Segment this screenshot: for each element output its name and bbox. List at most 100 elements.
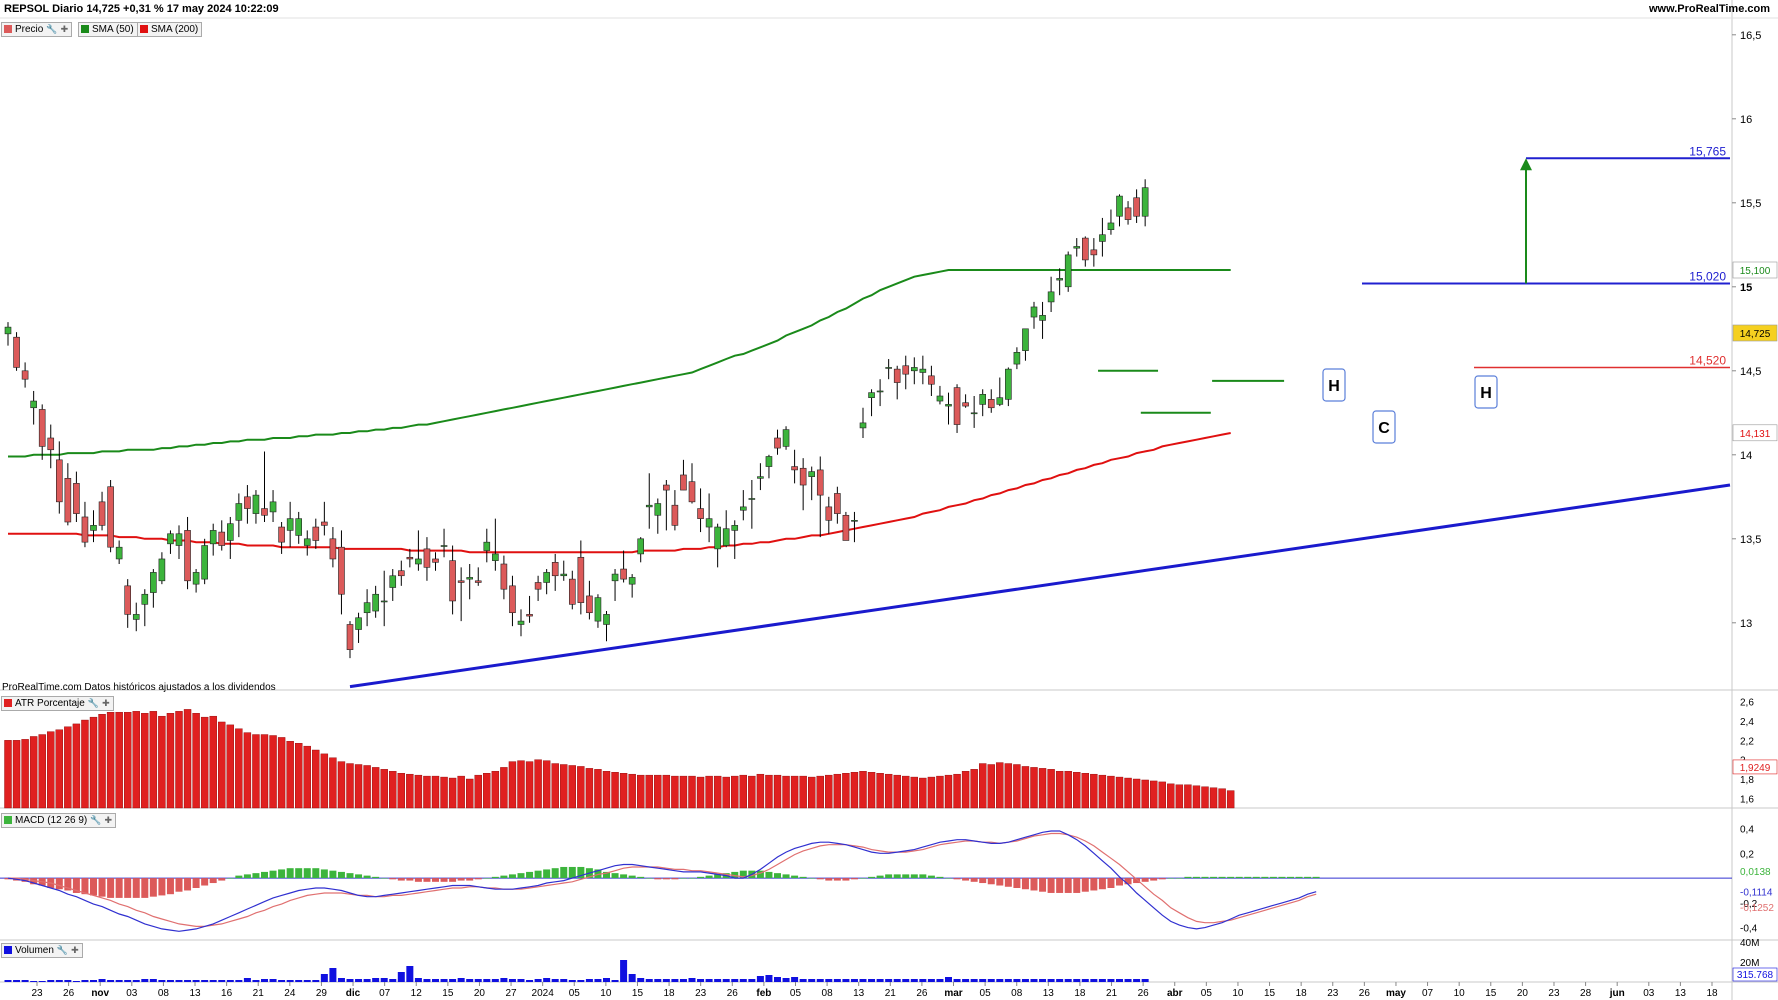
legend-chip-price[interactable]: Precio 🔧 ✚ (1, 22, 73, 37)
macd-histogram-bar (987, 878, 995, 885)
candle-body (90, 525, 97, 531)
wrench-icon[interactable]: 🔧 (87, 698, 100, 708)
candle-down (406, 548, 414, 568)
sma200-badge-bg (1732, 424, 1778, 442)
macd-histogram-bar (1124, 878, 1132, 885)
candle-body (560, 573, 568, 577)
atr-bar (1201, 786, 1209, 809)
atr-bar (525, 761, 534, 809)
macd-histogram-bar (799, 876, 807, 879)
resistance-label: 15,020 (1689, 269, 1726, 283)
candle-down (457, 567, 465, 622)
atr-bar (55, 729, 63, 809)
volume-bar (645, 979, 653, 982)
volume-bar (1090, 979, 1098, 982)
macd-histogram-bar (671, 878, 679, 880)
atr-bar (252, 734, 260, 809)
macd-histogram-bar (808, 878, 816, 879)
volume-badge-bg (1732, 967, 1778, 982)
macd-ytick-label: 0,2 (1740, 849, 1754, 860)
cross-icon[interactable]: ✚ (104, 815, 113, 825)
candle-up (739, 490, 747, 521)
atr-bar (1149, 780, 1158, 809)
volume-bar (252, 980, 260, 982)
price-ytick-label: 13 (1740, 618, 1752, 630)
candle-down (509, 575, 516, 627)
candle-body (397, 570, 405, 577)
x-tick-label: 08 (822, 988, 834, 999)
candle-down (423, 537, 431, 581)
cross-icon[interactable]: ✚ (102, 698, 110, 708)
volume-bar (218, 980, 226, 982)
atr-bar (354, 764, 363, 809)
legend-chip-volume[interactable]: Volumen 🔧 ✚ (1, 943, 83, 958)
atr-bar (1090, 773, 1098, 809)
x-tick-label: dic (346, 988, 361, 999)
candle-body (98, 501, 106, 526)
cross-icon[interactable]: ✚ (60, 24, 69, 34)
candle-body (81, 516, 89, 543)
candle-body (1047, 291, 1055, 303)
candle-body (141, 593, 149, 605)
cross-icon[interactable]: ✚ (71, 945, 79, 955)
candle-body (645, 504, 653, 508)
x-tick-label: mar (944, 988, 962, 999)
atr-bar (320, 753, 329, 809)
wrench-icon[interactable]: 🔧 (90, 815, 102, 825)
candle-down (124, 579, 131, 628)
candle-up (150, 569, 157, 608)
macd-histogram-bar (962, 878, 970, 881)
x-tick-label: 24 (284, 988, 296, 999)
legend-chip-macd[interactable]: MACD (12 26 9) 🔧 ✚ (1, 813, 117, 828)
volume-bar (919, 979, 927, 982)
candle-body (1073, 246, 1081, 249)
candle-down (928, 365, 935, 396)
legend-chip-sma50[interactable]: SMA (50) (78, 22, 138, 37)
volume-bar (1013, 979, 1021, 982)
x-tick-label: 26 (916, 988, 928, 999)
legend-chip-atr[interactable]: ATR Porcentaje 🔧 ✚ (1, 696, 114, 711)
candle-body (363, 602, 371, 614)
macd-line-value: -0,1114 (1740, 888, 1773, 899)
macd-histogram-bar (166, 878, 174, 895)
macd-histogram-bar (833, 878, 841, 881)
atr-bar (859, 771, 867, 809)
website-link[interactable]: www.ProRealTime.com (1648, 3, 1770, 15)
candle-down (842, 511, 850, 541)
candle-up (765, 454, 773, 479)
atr-bar (192, 713, 200, 809)
wrench-icon[interactable]: 🔧 (56, 945, 69, 955)
atr-bar (21, 739, 29, 809)
candle-down (1124, 201, 1132, 225)
atr-bar (457, 775, 465, 809)
volume-bar (261, 979, 268, 982)
volume-bar (457, 978, 465, 982)
volume-bar (483, 979, 491, 982)
candle-body (218, 531, 226, 546)
volume-bar (714, 979, 722, 982)
volume-bar (962, 979, 970, 982)
macd-histogram-bar (474, 878, 482, 880)
macd-histogram-bar (705, 875, 713, 879)
candle-down (688, 463, 696, 504)
legend-chip-sma200[interactable]: SMA (200) (137, 22, 203, 37)
atr-bar (713, 775, 722, 809)
candle-up (611, 569, 619, 601)
macd-histogram-bar (346, 873, 354, 879)
candle-body (799, 467, 807, 486)
volume-bar (705, 979, 713, 982)
atr-bar (1038, 768, 1047, 809)
macd-histogram-bar (662, 878, 670, 880)
macd-histogram-bar (107, 878, 115, 898)
candle-body (577, 556, 585, 603)
price-ytick-label: 14,5 (1740, 366, 1761, 378)
candle-body (928, 375, 935, 385)
atr-bar (141, 713, 149, 809)
volume-bar (1107, 979, 1115, 982)
macd-histogram-bar (1218, 876, 1226, 879)
candle-down (64, 463, 72, 526)
atr-bar (508, 761, 517, 809)
wrench-icon[interactable]: 🔧 (46, 24, 58, 34)
atr-bar (72, 723, 81, 809)
